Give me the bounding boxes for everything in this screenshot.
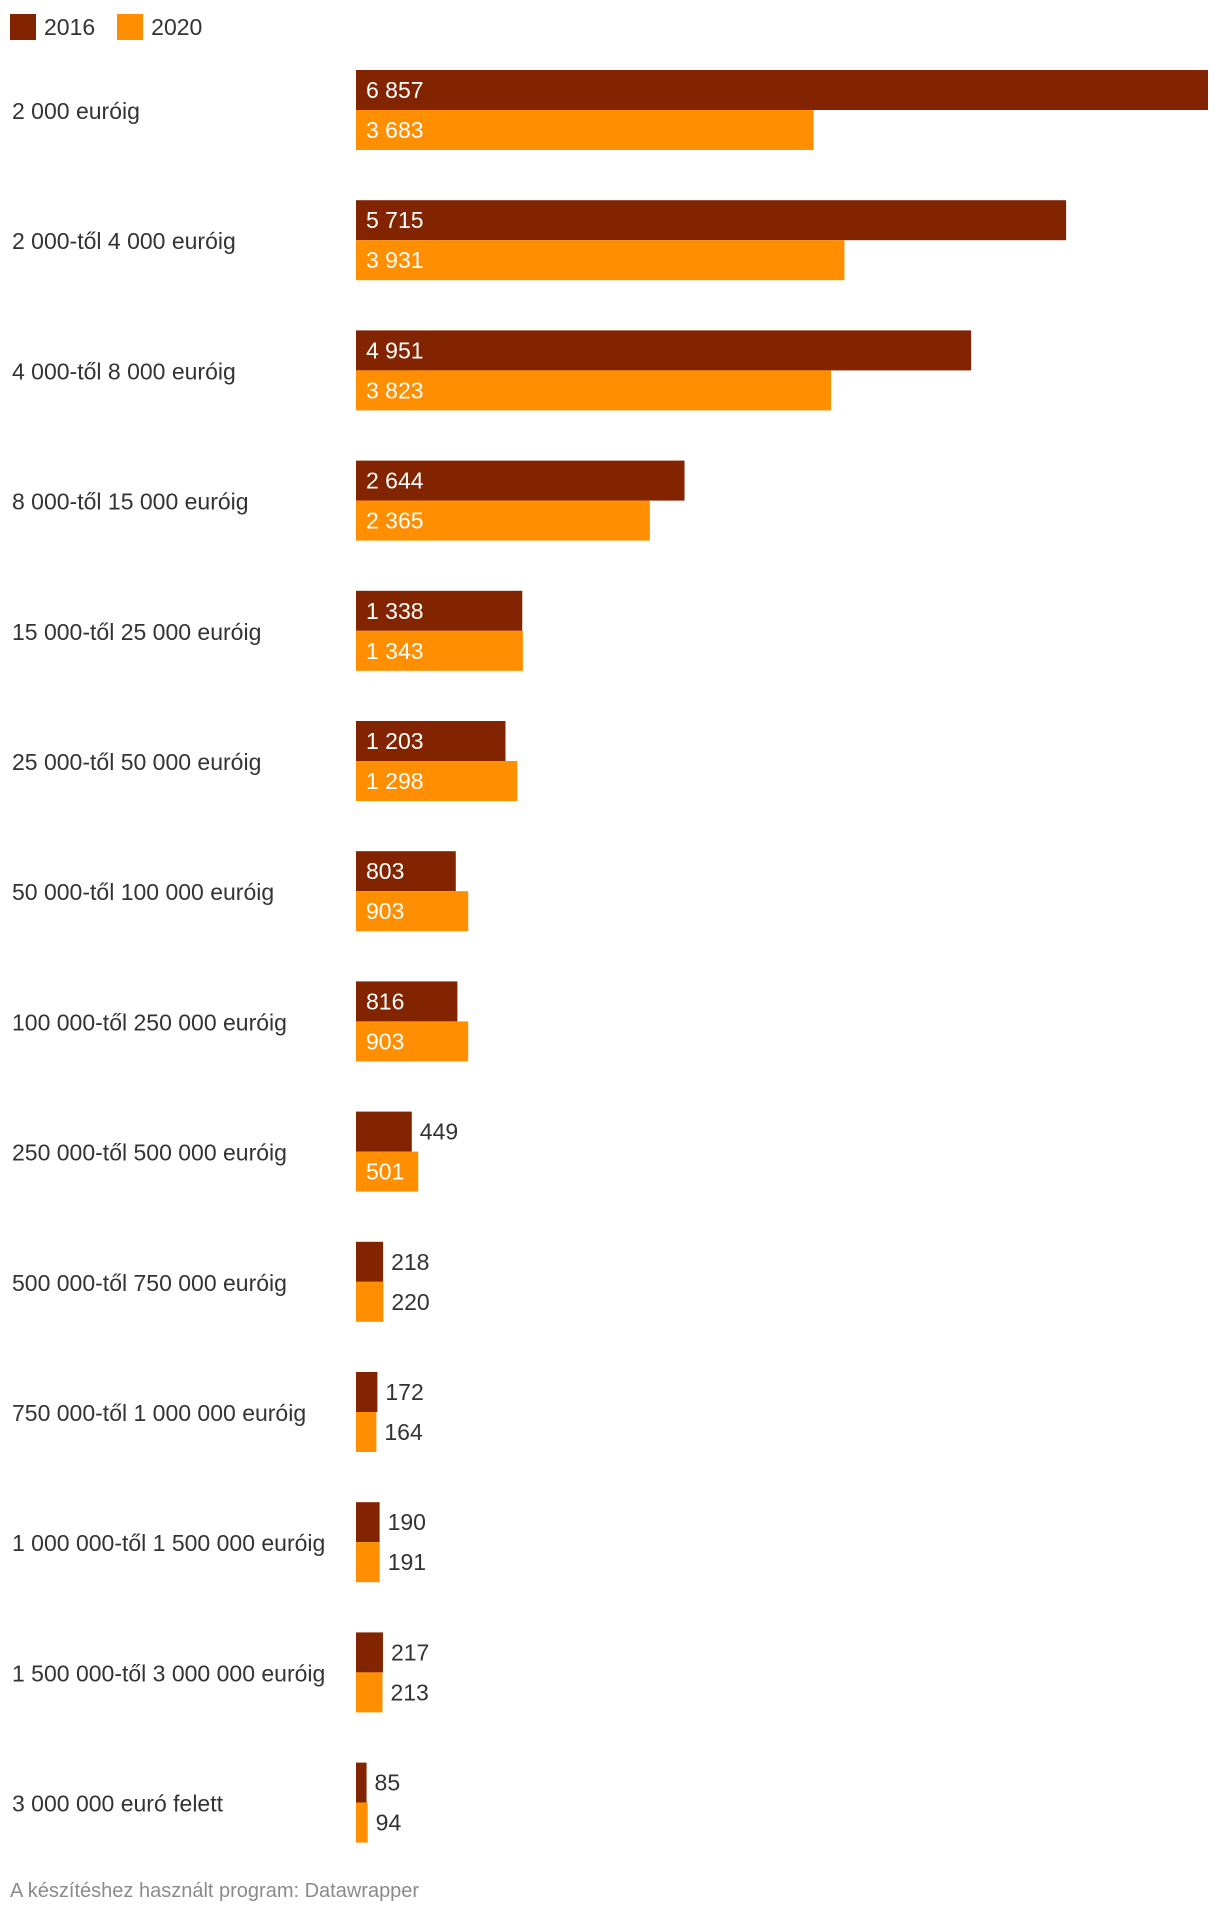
bar-2020 (356, 500, 650, 541)
bar-2016 (356, 721, 506, 761)
bar-2016 (356, 1762, 367, 1803)
value-label-2020: 501 (366, 1159, 404, 1185)
category-label: 1 500 000-től 3 000 000 euróig (12, 1660, 325, 1686)
category-label: 25 000-től 50 000 euróig (12, 749, 261, 775)
bar-2016 (356, 1502, 380, 1543)
value-label-2016: 5 715 (366, 207, 424, 233)
value-label-2016: 217 (391, 1639, 429, 1665)
value-label-2016: 803 (366, 858, 404, 884)
value-label-2016: 6 857 (366, 77, 424, 103)
category-label: 1 000 000-től 1 500 000 euróig (12, 1530, 325, 1556)
footer-note: A készítéshez használt program: Datawrap… (10, 1880, 420, 1902)
legend-swatch-2016 (10, 14, 36, 40)
bar-2016 (356, 981, 458, 1022)
legend: 2016 2020 (10, 12, 224, 42)
bar-2016 (356, 330, 972, 371)
value-label-2016: 172 (385, 1379, 423, 1405)
category-label: 2 000 euróig (12, 98, 140, 124)
bar-2016 (356, 460, 685, 501)
bar-2020 (356, 1802, 368, 1843)
value-label-2016: 449 (420, 1119, 458, 1145)
bar-2016 (356, 1241, 384, 1282)
value-label-2016: 1 203 (366, 728, 424, 754)
category-label: 100 000-től 250 000 euróig (12, 1009, 287, 1035)
value-label-2020: 2 365 (366, 508, 424, 534)
bar-2016 (356, 851, 456, 892)
bar-2016 (356, 590, 523, 631)
value-label-2016: 190 (388, 1509, 426, 1535)
value-label-2020: 213 (390, 1679, 428, 1705)
value-label-2020: 903 (366, 898, 404, 924)
category-label: 2 000-től 4 000 euróig (12, 228, 236, 254)
bar-2016 (356, 1111, 412, 1152)
bar-2016 (356, 200, 1067, 241)
category-label: 750 000-től 1 000 000 euróig (12, 1400, 306, 1426)
value-label-2016: 816 (366, 988, 404, 1014)
legend-swatch-2020 (117, 14, 144, 40)
category-label: 8 000-től 15 000 euróig (12, 489, 249, 515)
value-label-2020: 220 (391, 1289, 429, 1315)
bar-2020 (356, 1542, 380, 1583)
bar-2020 (356, 891, 469, 932)
value-label-2020: 3 683 (366, 117, 424, 143)
value-label-2020: 3 823 (366, 377, 424, 403)
value-label-2016: 4 951 (366, 337, 424, 363)
value-label-2020: 164 (384, 1419, 423, 1445)
bar-2020 (356, 240, 845, 281)
bar-2020 (356, 370, 832, 411)
bar-2020 (356, 1281, 384, 1322)
category-label: 3 000 000 euró felett (12, 1791, 224, 1817)
legend-label-2016: 2016 (44, 13, 96, 40)
value-label-2016: 1 338 (366, 598, 424, 624)
value-label-2020: 903 (366, 1028, 404, 1054)
bar-2016 (356, 1632, 383, 1673)
bar-2020 (356, 1021, 469, 1062)
legend-item-2020: 2020 (117, 14, 202, 41)
bar-2020 (356, 1151, 419, 1192)
bar-2016 (356, 70, 1208, 110)
bar-2016 (356, 1372, 378, 1412)
bar-2020 (356, 110, 814, 150)
bar-2020 (356, 630, 523, 671)
bar-2020 (356, 1672, 383, 1713)
category-label: 15 000-től 25 000 euróig (12, 619, 261, 645)
legend-item-2016: 2016 (10, 14, 95, 41)
value-label-2020: 1 298 (366, 768, 424, 794)
value-label-2016: 218 (391, 1249, 429, 1275)
category-label: 4 000-től 8 000 euróig (12, 358, 236, 384)
value-label-2016: 85 (375, 1770, 401, 1796)
value-label-2016: 2 644 (366, 468, 424, 494)
value-label-2020: 191 (388, 1549, 426, 1575)
category-label: 50 000-től 100 000 euróig (12, 879, 274, 905)
value-label-2020: 1 343 (366, 638, 424, 664)
bar-2020 (356, 1412, 377, 1452)
category-label: 250 000-től 500 000 euróig (12, 1140, 287, 1166)
category-label: 500 000-től 750 000 euróig (12, 1270, 287, 1296)
value-label-2020: 3 931 (366, 247, 424, 273)
bar-2020 (356, 761, 518, 801)
legend-label-2020: 2020 (151, 13, 203, 40)
value-label-2020: 94 (376, 1810, 402, 1836)
